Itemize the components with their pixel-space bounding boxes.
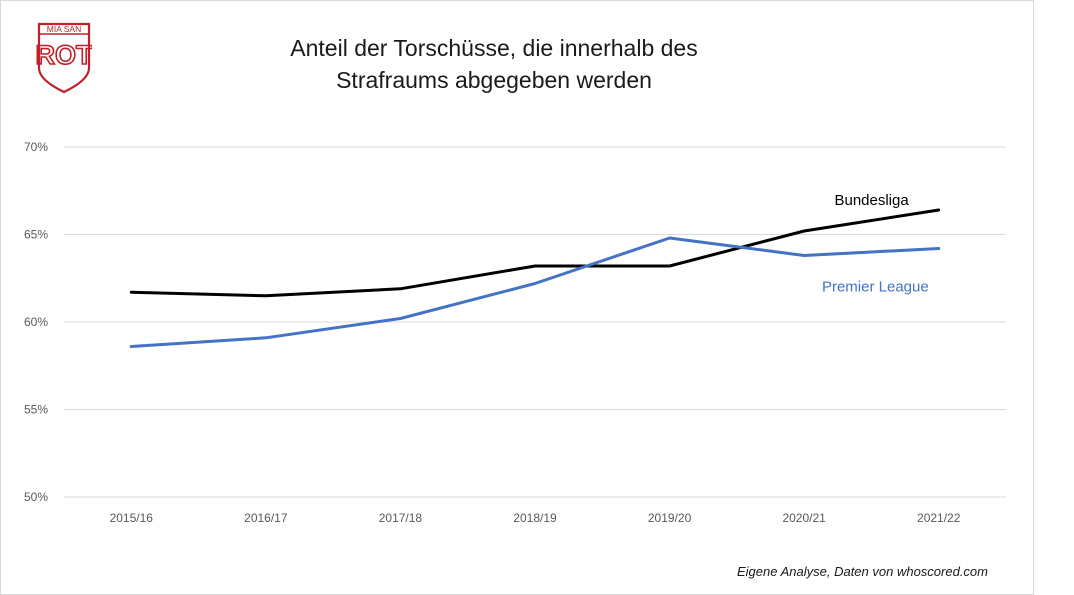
y-tick-label: 50%: [24, 490, 48, 504]
x-tick-label: 2020/21: [782, 511, 826, 525]
x-tick-label: 2021/22: [917, 511, 961, 525]
logo-top-text: MIA SAN: [47, 24, 81, 34]
mia-san-rot-logo: MIA SAN ROT: [36, 22, 92, 94]
chart-title-line-2: Strafraums abgegeben werden: [336, 67, 652, 93]
source-note: Eigene Analyse, Daten von whoscored.com: [737, 564, 988, 579]
x-tick-label: 2017/18: [379, 511, 423, 525]
chart-title: Anteil der Torschüsse, die innerhalb des…: [200, 32, 788, 96]
y-tick-label: 65%: [24, 228, 48, 242]
logo-main-text: ROT: [36, 40, 92, 70]
x-tick-label: 2019/20: [648, 511, 692, 525]
series-label-bundesliga: Bundesliga: [834, 192, 909, 209]
x-tick-label: 2018/19: [513, 511, 557, 525]
x-tick-label: 2015/16: [110, 511, 154, 525]
chart-frame: [0, 0, 1034, 595]
series-line-premier-league: [129, 236, 941, 348]
series-line-bundesliga: [129, 208, 941, 298]
y-tick-label: 60%: [24, 315, 48, 329]
chart-title-line-1: Anteil der Torschüsse, die innerhalb des: [290, 35, 698, 61]
y-tick-label: 55%: [24, 403, 48, 417]
series-label-premier-league: Premier League: [822, 279, 929, 296]
y-tick-label: 70%: [24, 140, 48, 154]
x-tick-label: 2016/17: [244, 511, 288, 525]
